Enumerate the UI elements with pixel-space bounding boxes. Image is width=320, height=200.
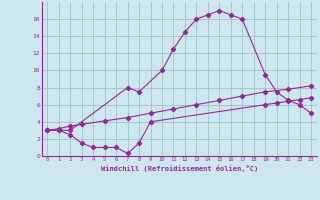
- X-axis label: Windchill (Refroidissement éolien,°C): Windchill (Refroidissement éolien,°C): [100, 165, 258, 172]
